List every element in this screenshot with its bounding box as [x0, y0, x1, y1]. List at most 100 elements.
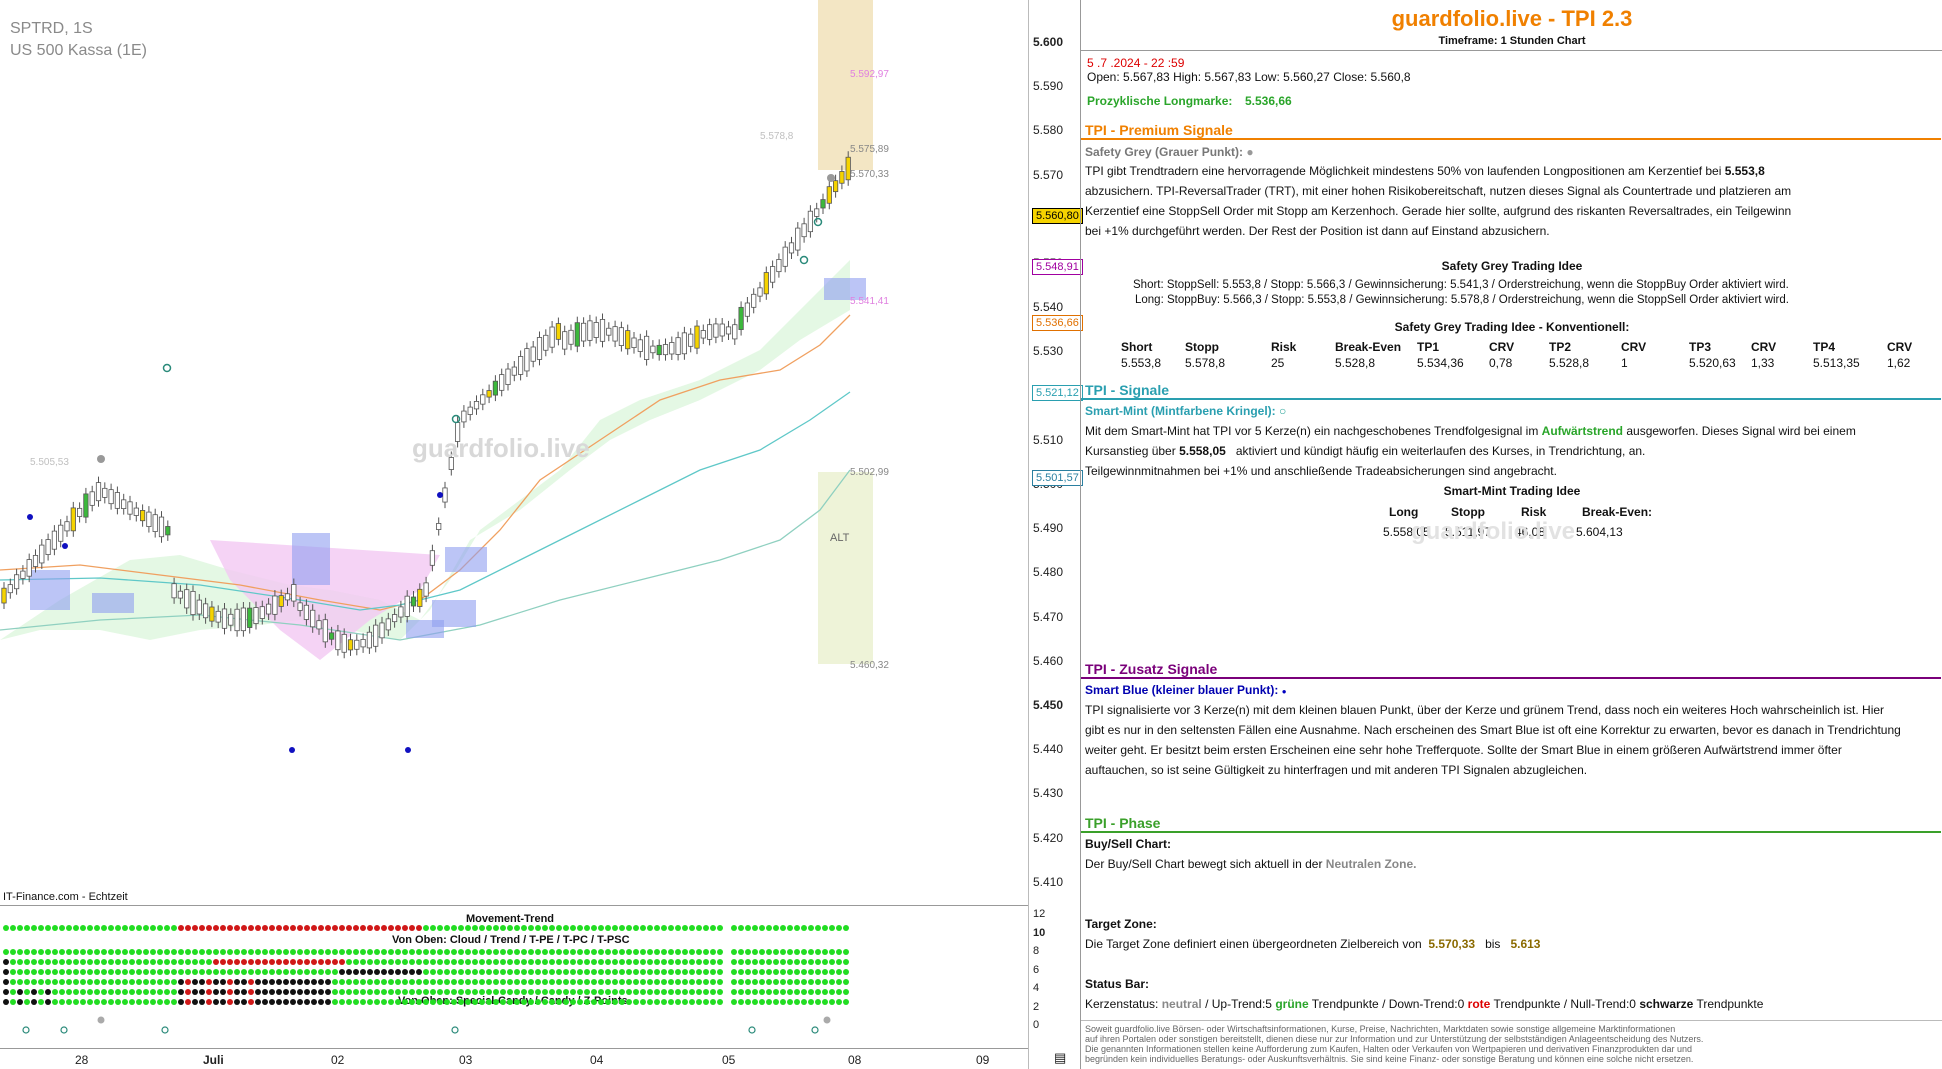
movement-dot: [465, 979, 471, 985]
movement-dot: [703, 969, 709, 975]
movement-dot: [661, 989, 667, 995]
movement-dot: [80, 979, 86, 985]
movement-dot: [353, 925, 359, 931]
movement-dot: [493, 999, 499, 1005]
movement-dot: [108, 959, 114, 965]
movement-dot: [115, 989, 121, 995]
movement-dot: [815, 949, 821, 955]
candle: [133, 507, 139, 516]
movement-dot: [332, 949, 338, 955]
movement-dot: [290, 925, 296, 931]
movement-dot: [129, 949, 135, 955]
movement-dot: [766, 925, 772, 931]
movement-dot: [430, 999, 436, 1005]
movement-dot: [66, 925, 72, 931]
candle: [209, 606, 215, 622]
zusatz-title: TPI - Zusatz Signale: [1081, 661, 1941, 679]
movement-dot: [122, 949, 128, 955]
movement-dot: [318, 959, 324, 965]
movement-dot: [353, 989, 359, 995]
movement-dot: [409, 949, 415, 955]
movement-dot: [297, 999, 303, 1005]
movement-dot: [346, 979, 352, 985]
movement-dot: [696, 959, 702, 965]
movement-dot: [220, 999, 226, 1005]
movement-tick: 6: [1033, 963, 1040, 976]
movement-dot: [829, 925, 835, 931]
movement-dot: [626, 979, 632, 985]
movement-dot: [17, 969, 23, 975]
movement-dot: [703, 989, 709, 995]
movement-dot: [360, 949, 366, 955]
movement-dot: [577, 925, 583, 931]
konv-value: 5.513,35: [1813, 356, 1860, 370]
movement-dot: [108, 999, 114, 1005]
movement-dot: [703, 925, 709, 931]
movement-dot: [283, 949, 289, 955]
candle: [335, 630, 341, 651]
movement-dot: [507, 979, 513, 985]
status-bar-title: Status Bar:: [1085, 977, 1150, 991]
movement-dot: [220, 969, 226, 975]
movement-dot: [157, 959, 163, 965]
movement-dot: [388, 989, 394, 995]
price-chart[interactable]: ALT: [0, 0, 1030, 905]
price-tick: 5.600: [1033, 35, 1064, 49]
candle: [713, 323, 719, 338]
movement-dot: [500, 999, 506, 1005]
movement-dot: [318, 999, 324, 1005]
movement-dot: [682, 989, 688, 995]
movement-dot: [675, 969, 681, 975]
movement-dot: [122, 959, 128, 965]
movement-dot: [773, 979, 779, 985]
movement-dot: [325, 999, 331, 1005]
movement-trend-dots: [3, 925, 849, 1034]
movement-dot: [3, 925, 9, 931]
movement-dot: [528, 979, 534, 985]
movement-dot: [745, 979, 751, 985]
candle: [518, 356, 524, 375]
price-tick: 5.440: [1033, 742, 1064, 757]
candle: [587, 320, 593, 341]
movement-dot: [122, 925, 128, 931]
movement-dot: [710, 989, 716, 995]
movement-dot: [430, 979, 436, 985]
candle: [770, 266, 776, 283]
movement-dot: [290, 959, 296, 965]
movement-dot: [157, 989, 163, 995]
movement-dot: [241, 925, 247, 931]
movement-dot: [192, 989, 198, 995]
bar-chart-icon[interactable]: ▤: [1054, 1050, 1067, 1065]
movement-dot: [3, 989, 9, 995]
movement-dot: [402, 959, 408, 965]
chart-pane[interactable]: ALT SPTRD, 1S US 500 Kassa (1E) guardfol…: [0, 0, 1083, 1069]
movement-dot: [38, 979, 44, 985]
candle: [719, 323, 725, 337]
movement-dot: [605, 959, 611, 965]
movement-dot: [38, 989, 44, 995]
movement-dot: [45, 999, 51, 1005]
movement-dot: [325, 979, 331, 985]
movement-dot: [185, 925, 191, 931]
movement-dot: [416, 959, 422, 965]
movement-dot: [304, 925, 310, 931]
movement-dot: [479, 949, 485, 955]
konv-header: Break-Even: [1335, 340, 1402, 354]
candle: [581, 322, 587, 342]
movement-dot: [766, 959, 772, 965]
date-tick: 08: [848, 1053, 862, 1067]
candle: [574, 322, 580, 347]
movement-dot: [682, 999, 688, 1005]
movement-dot: [822, 959, 828, 965]
movement-dot: [10, 925, 16, 931]
movement-dot: [731, 925, 737, 931]
movement-dot: [570, 959, 576, 965]
movement-dot: [206, 949, 212, 955]
movement-grey-dot: [97, 1016, 105, 1024]
movement-dot: [577, 959, 583, 965]
movement-dot: [262, 969, 268, 975]
movement-dot: [486, 925, 492, 931]
movement-dot: [591, 969, 597, 975]
movement-dot: [332, 959, 338, 965]
movement-dot: [584, 989, 590, 995]
